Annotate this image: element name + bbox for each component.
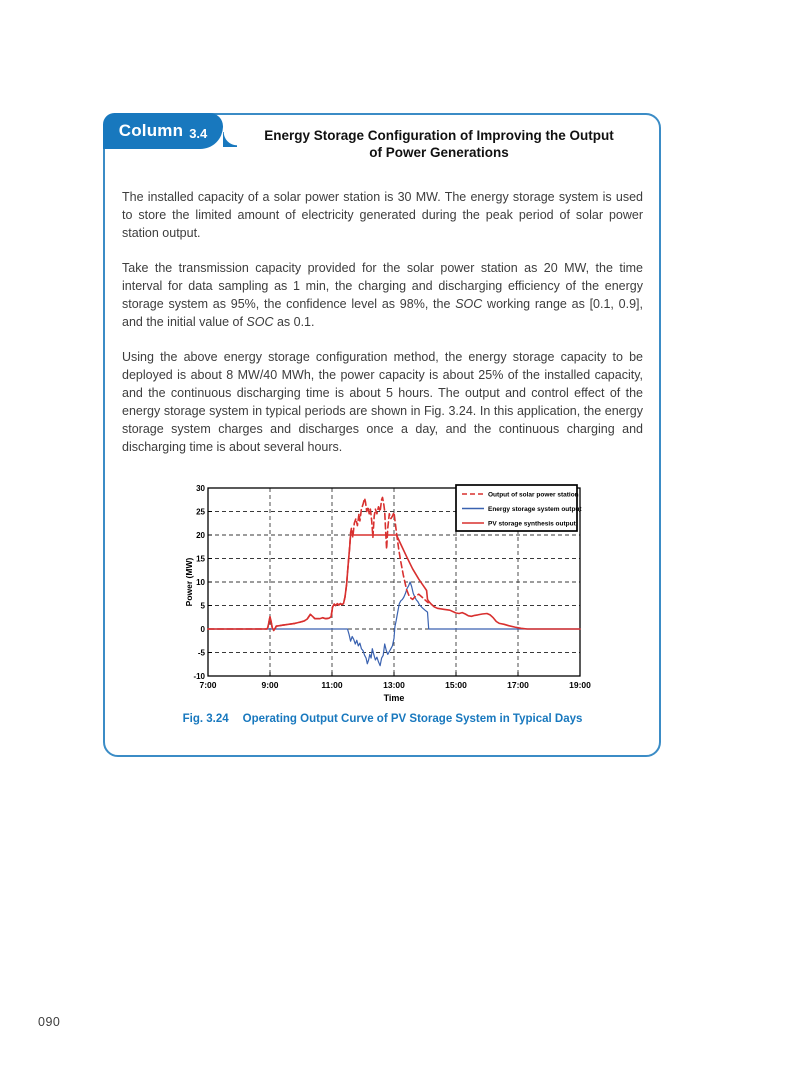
svg-text:5: 5 <box>200 601 205 610</box>
svg-text:Energy storage system output: Energy storage system output <box>488 506 582 513</box>
paragraph-2: Take the transmission capacity provided … <box>122 259 643 331</box>
svg-text:30: 30 <box>196 484 205 493</box>
svg-text:19:00: 19:00 <box>569 680 591 690</box>
svg-text:10: 10 <box>196 578 205 587</box>
svg-text:Output of solar power station: Output of solar power station <box>488 491 579 498</box>
svg-text:9:00: 9:00 <box>261 680 278 690</box>
soc-italic-1: SOC <box>455 297 483 311</box>
svg-text:11:00: 11:00 <box>321 680 343 690</box>
figure-caption-text: Operating Output Curve of PV Storage Sys… <box>242 713 583 725</box>
paragraph-2-text: Take the transmission capacity provided … <box>122 261 643 311</box>
svg-text:25: 25 <box>196 507 205 516</box>
paragraph-3: Using the above energy storage configura… <box>122 350 643 454</box>
output-curve-chart: -10 -5 0 5 10 15 20 25 30 7:00 9:00 11:00 13:00 15:00… <box>184 484 591 703</box>
chart-legend: Output of solar power station Energy stor… <box>454 484 582 532</box>
svg-text:-10: -10 <box>193 672 205 681</box>
svg-text:PV storage synthesis output: PV storage synthesis output <box>488 520 577 527</box>
svg-text:Time: Time <box>383 693 404 703</box>
paragraph-2-text: as 0.1. <box>273 315 315 329</box>
svg-text:13:00: 13:00 <box>383 680 405 690</box>
page-number: 090 <box>38 1015 61 1029</box>
svg-text:0: 0 <box>200 625 205 634</box>
soc-italic-2: SOC <box>246 315 274 329</box>
svg-text:-5: -5 <box>197 648 205 657</box>
figure-caption: Fig. 3.24 Operating Output Curve of PV St… <box>122 713 643 725</box>
svg-text:15: 15 <box>196 554 205 563</box>
paragraph-2-text: working range as [0.1, 0.9], and the ini… <box>122 297 643 329</box>
svg-text:Power (MW): Power (MW) <box>184 558 194 607</box>
column-badge-number: 3.4 <box>189 125 208 141</box>
panel-title-line1: Energy Storage Configuration of Improvin… <box>264 128 614 143</box>
panel-title-line2: of Power Generations <box>369 144 509 160</box>
svg-text:15:00: 15:00 <box>445 680 467 690</box>
figure-3-24: -10 -5 0 5 10 15 20 25 30 7:00 9:00 11:00 13:00 15:00… <box>122 482 643 708</box>
svg-text:7:00: 7:00 <box>199 680 216 690</box>
column-panel: Column 3.4 Energy Storage Configuration … <box>103 113 661 757</box>
panel-body: The installed capacity of a solar power … <box>105 188 659 725</box>
figure-caption-label: Fig. 3.24 <box>182 713 229 725</box>
panel-title: Energy Storage Configuration of Improvin… <box>237 128 641 161</box>
svg-text:17:00: 17:00 <box>507 680 529 690</box>
column-badge-label: Column <box>118 121 184 140</box>
paragraph-1: The installed capacity of a solar power … <box>122 190 643 240</box>
svg-text:20: 20 <box>196 531 205 540</box>
column-badge: Column 3.4 <box>103 113 237 149</box>
